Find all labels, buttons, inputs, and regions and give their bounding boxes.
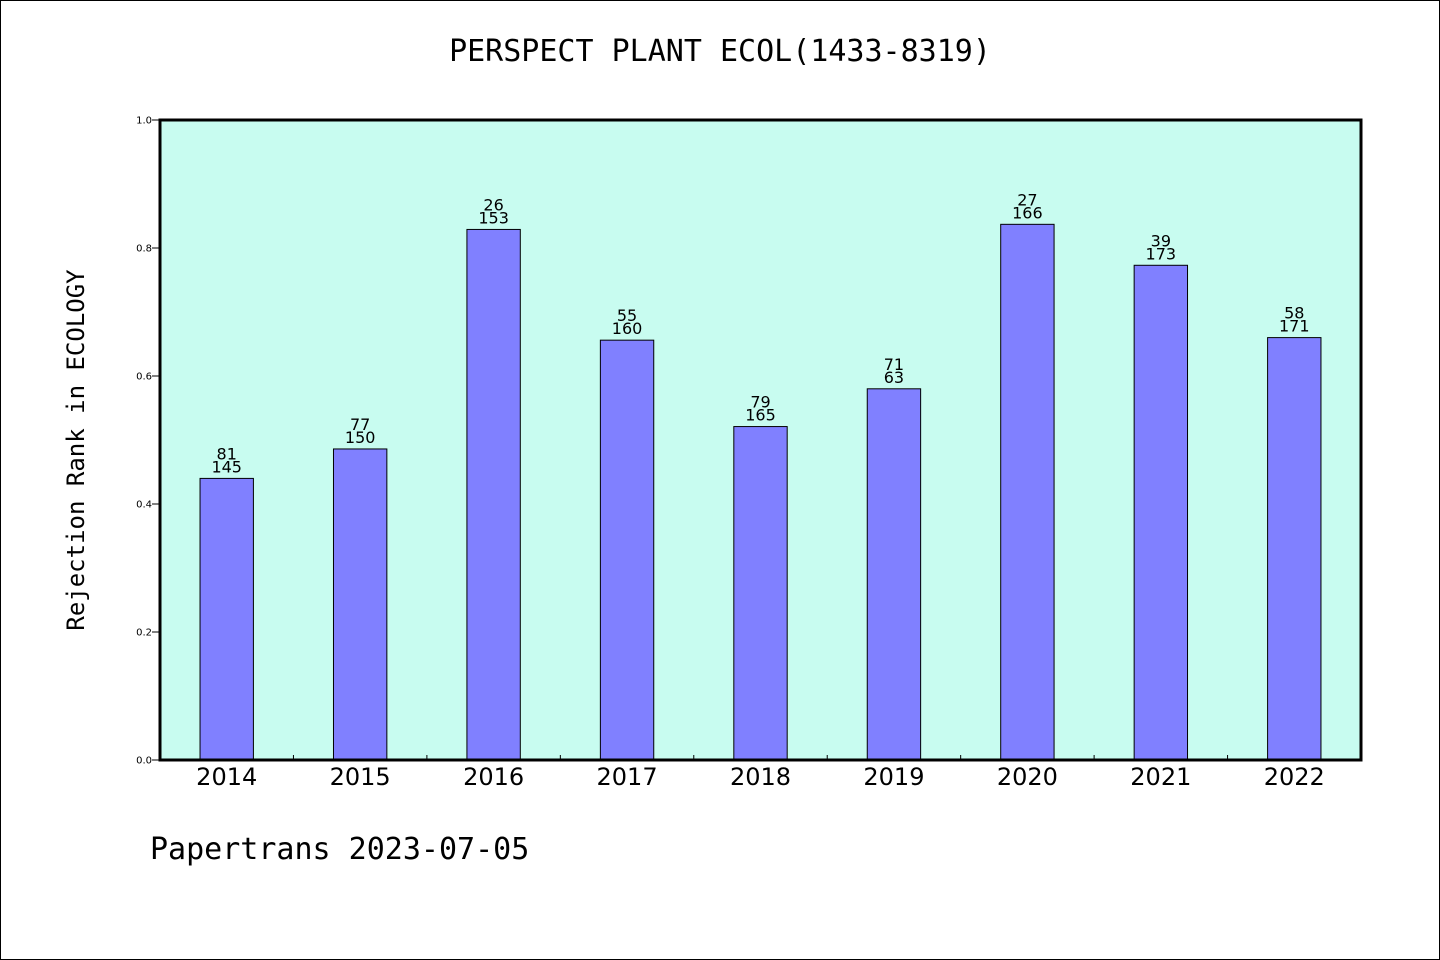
bar-2022 bbox=[1267, 337, 1322, 761]
bar-label-top: 27 bbox=[1017, 190, 1037, 209]
bar-label-top: 71 bbox=[884, 355, 904, 374]
bar-label-bottom: 165 bbox=[745, 406, 776, 425]
x-category-label: 2018 bbox=[730, 763, 791, 791]
y-tick-label: 0.8 bbox=[136, 244, 152, 255]
bars-group bbox=[199, 223, 1322, 761]
bar-label-bottom: 173 bbox=[1146, 244, 1177, 263]
x-category-label: 2015 bbox=[330, 763, 391, 791]
x-axis-ticks: 2014 2015 2016 2017 2018 2019 2020 2021 2022 bbox=[196, 755, 1325, 791]
bar-2018 bbox=[733, 426, 788, 761]
bar-label-top: 26 bbox=[483, 195, 503, 214]
y-tick-label: 1.0 bbox=[136, 116, 152, 127]
y-tick-label: 0.6 bbox=[136, 372, 152, 383]
y-tick-label: 0.0 bbox=[136, 756, 152, 767]
bar-label-bottom: 63 bbox=[884, 368, 904, 387]
bar-label-top: 39 bbox=[1151, 231, 1171, 250]
bar-label-top: 55 bbox=[617, 306, 637, 325]
y-axis-ticks: 0.0 0.2 0.4 0.6 0.8 1.0 bbox=[136, 116, 160, 767]
bar-label-top: 79 bbox=[750, 393, 770, 412]
bar-label-bottom: 166 bbox=[1012, 203, 1043, 222]
bar-label-bottom: 150 bbox=[345, 428, 376, 447]
y-tick-label: 0.2 bbox=[136, 628, 152, 639]
x-category-label: 2019 bbox=[863, 763, 924, 791]
bar-2016 bbox=[466, 228, 521, 761]
bar-label-top: 58 bbox=[1284, 304, 1304, 323]
footer-text: Papertrans 2023-07-05 bbox=[150, 832, 530, 867]
y-tick-label: 0.4 bbox=[136, 500, 152, 511]
x-category-label: 2020 bbox=[997, 763, 1058, 791]
bar-label-top: 81 bbox=[217, 444, 237, 463]
x-category-label: 2021 bbox=[1130, 763, 1191, 791]
x-category-label: 2017 bbox=[597, 763, 658, 791]
x-category-label: 2022 bbox=[1264, 763, 1325, 791]
bar-2020 bbox=[1000, 223, 1055, 761]
x-category-label: 2014 bbox=[196, 763, 257, 791]
chart-title: PERSPECT PLANT ECOL(1433-8319) bbox=[449, 34, 991, 69]
plot-border bbox=[158, 118, 1363, 762]
bar-label-bottom: 160 bbox=[612, 319, 643, 338]
bar-2021 bbox=[1133, 264, 1189, 761]
bar-2015 bbox=[332, 448, 388, 761]
bar-label-bottom: 171 bbox=[1279, 317, 1310, 336]
bar-2017 bbox=[599, 339, 655, 761]
bar-2014 bbox=[199, 477, 254, 761]
x-category-label: 2016 bbox=[463, 763, 524, 791]
bar-2019 bbox=[866, 388, 922, 761]
bar-label-top: 77 bbox=[350, 415, 370, 434]
bar-label-bottom: 153 bbox=[478, 208, 509, 227]
bar-label-bottom: 145 bbox=[211, 457, 242, 476]
